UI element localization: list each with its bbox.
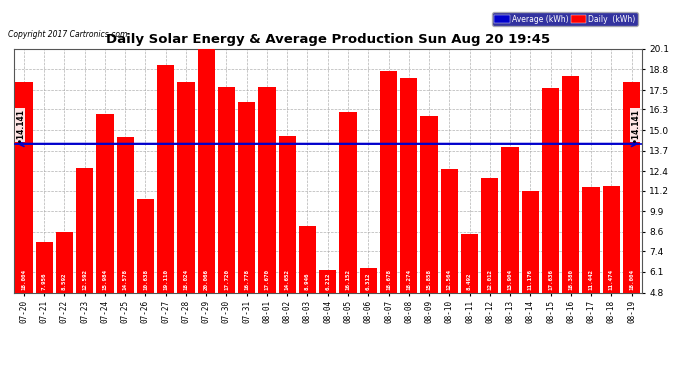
Text: 14.652: 14.652 — [285, 269, 290, 290]
Bar — [197, 49, 215, 292]
Bar — [400, 78, 417, 292]
Text: 16.778: 16.778 — [244, 269, 249, 290]
Text: 13.904: 13.904 — [508, 269, 513, 290]
Text: 11.442: 11.442 — [589, 269, 593, 290]
Bar — [258, 87, 275, 292]
Text: 17.636: 17.636 — [548, 269, 553, 290]
Text: 11.176: 11.176 — [528, 269, 533, 290]
Bar — [137, 200, 154, 292]
Text: 14.578: 14.578 — [123, 269, 128, 290]
Bar — [623, 82, 640, 292]
Text: 8.492: 8.492 — [467, 273, 472, 290]
Bar — [299, 226, 316, 292]
Text: •14.141: •14.141 — [16, 108, 25, 142]
Bar — [177, 82, 195, 292]
Bar — [157, 64, 175, 292]
Bar — [420, 116, 437, 292]
Text: 17.720: 17.720 — [224, 269, 229, 290]
Bar — [602, 186, 620, 292]
Bar — [339, 112, 357, 292]
Text: Copyright 2017 Cartronics.com: Copyright 2017 Cartronics.com — [8, 30, 127, 39]
Bar — [441, 169, 458, 292]
Text: 15.984: 15.984 — [102, 269, 108, 290]
Bar — [117, 137, 134, 292]
Title: Daily Solar Energy & Average Production Sun Aug 20 19:45: Daily Solar Energy & Average Production … — [106, 33, 550, 46]
Text: 18.024: 18.024 — [184, 269, 188, 290]
Text: 18.274: 18.274 — [406, 269, 411, 290]
Bar — [522, 191, 539, 292]
Text: 18.678: 18.678 — [386, 269, 391, 290]
Text: 16.152: 16.152 — [346, 269, 351, 290]
Bar — [218, 87, 235, 292]
Text: 12.012: 12.012 — [487, 269, 492, 290]
Text: 6.312: 6.312 — [366, 273, 371, 290]
Text: 15.858: 15.858 — [426, 269, 431, 290]
Legend: Average (kWh), Daily  (kWh): Average (kWh), Daily (kWh) — [492, 12, 638, 26]
Bar — [542, 88, 559, 292]
Bar — [481, 178, 498, 292]
Text: •14.141: •14.141 — [631, 108, 640, 142]
Bar — [319, 270, 336, 292]
Bar — [359, 268, 377, 292]
Bar — [15, 82, 32, 292]
Bar — [279, 135, 296, 292]
Text: 19.110: 19.110 — [164, 269, 168, 290]
Bar — [97, 114, 114, 292]
Text: 6.212: 6.212 — [325, 273, 331, 290]
Bar — [502, 147, 519, 292]
Bar — [238, 102, 255, 292]
Text: 11.474: 11.474 — [609, 269, 614, 290]
Text: 10.638: 10.638 — [143, 269, 148, 290]
Bar — [380, 71, 397, 292]
Text: 18.004: 18.004 — [21, 269, 26, 290]
Text: 8.592: 8.592 — [62, 273, 67, 290]
Text: 12.564: 12.564 — [447, 269, 452, 290]
Bar — [76, 168, 93, 292]
Text: 20.066: 20.066 — [204, 269, 208, 290]
Text: 18.380: 18.380 — [569, 269, 573, 290]
Text: 8.946: 8.946 — [305, 273, 310, 290]
Text: 18.004: 18.004 — [629, 269, 634, 290]
Bar — [36, 242, 53, 292]
Bar — [56, 232, 73, 292]
Text: 7.956: 7.956 — [41, 273, 47, 290]
Text: 12.592: 12.592 — [82, 269, 87, 290]
Bar — [582, 187, 600, 292]
Bar — [562, 76, 580, 292]
Text: 17.670: 17.670 — [264, 269, 270, 290]
Bar — [461, 234, 478, 292]
